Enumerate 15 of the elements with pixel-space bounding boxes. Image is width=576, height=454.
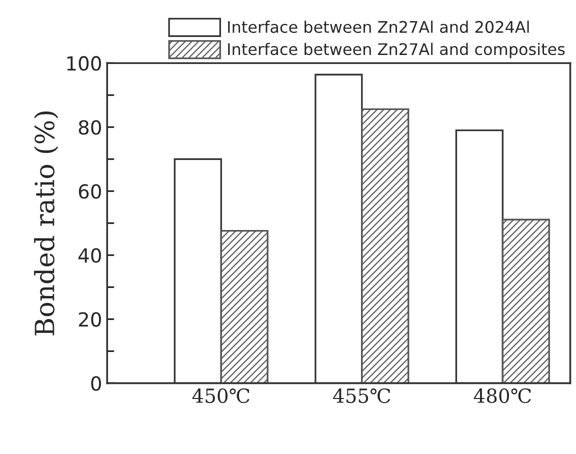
y-tick-label: 20 <box>78 312 101 327</box>
bar <box>361 108 410 384</box>
y-tick-label: 40 <box>78 248 101 263</box>
legend-label: Interface between Zn27Al and 2024Al <box>228 20 529 33</box>
bar <box>220 230 268 384</box>
y-tick-label: 100 <box>67 56 101 71</box>
x-tick-label: 455℃ <box>333 388 390 404</box>
y-tick-label: 60 <box>78 184 101 199</box>
x-tick-label: 480℃ <box>474 388 531 404</box>
y-tick-label: 80 <box>78 120 101 135</box>
y-tick-label: 0 <box>91 376 101 391</box>
bar <box>502 218 550 384</box>
x-tick-label: 450℃ <box>192 388 250 404</box>
y-axis-title: Bonded ratio (%) <box>34 112 58 336</box>
legend-label: Interface between Zn27Al and composites <box>228 42 565 58</box>
